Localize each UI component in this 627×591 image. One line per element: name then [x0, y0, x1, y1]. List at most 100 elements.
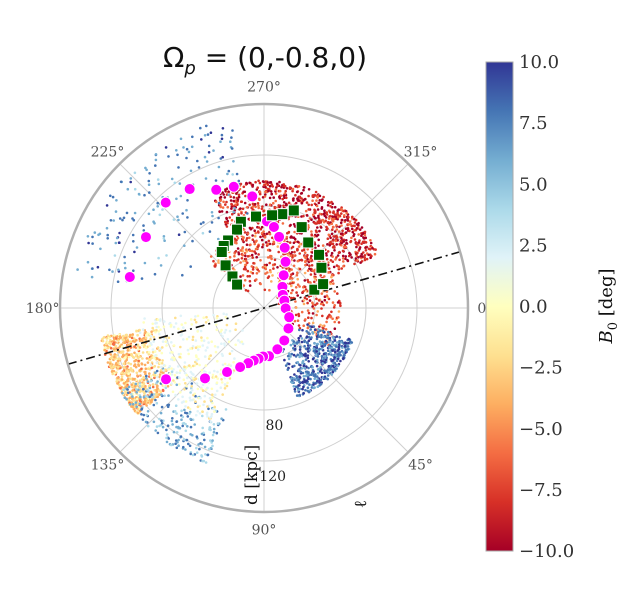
- scatter-point: [229, 199, 233, 202]
- scatter-point: [175, 371, 179, 374]
- scatter-point: [133, 345, 136, 348]
- scatter-point: [206, 336, 209, 340]
- scatter-point: [303, 344, 306, 348]
- scatter-point: [148, 395, 151, 399]
- scatter-point: [332, 336, 336, 340]
- scatter-point: [216, 422, 220, 425]
- scatter-point: [200, 432, 204, 436]
- green-square: [313, 248, 326, 261]
- scatter-point: [330, 346, 334, 350]
- scatter-point: [306, 269, 310, 272]
- scatter-point: [151, 385, 155, 389]
- colorbar-tick-label: 0.0: [519, 297, 548, 318]
- scatter-point: [326, 204, 330, 207]
- scatter-point: [103, 346, 107, 350]
- scatter-point: [245, 239, 248, 242]
- scatter-point: [171, 423, 174, 426]
- scatter-point: [256, 245, 260, 248]
- scatter-point: [229, 140, 232, 143]
- scatter-point: [269, 270, 272, 274]
- scatter-point: [233, 259, 236, 262]
- scatter-point: [331, 215, 335, 218]
- scatter-point: [152, 340, 155, 344]
- scatter-point: [207, 341, 210, 344]
- scatter-point: [179, 194, 183, 198]
- scatter-point: [302, 248, 306, 252]
- scatter-point: [160, 419, 163, 423]
- scatter-point: [86, 260, 90, 264]
- scatter-point: [335, 341, 339, 344]
- scatter-point: [329, 205, 332, 208]
- scatter-point: [326, 368, 330, 372]
- scatter-point: [96, 265, 100, 269]
- scatter-point: [360, 226, 364, 229]
- scatter-point: [317, 367, 321, 371]
- scatter-point: [177, 218, 180, 222]
- scatter-point: [246, 275, 249, 278]
- scatter-point: [152, 420, 156, 424]
- scatter-point: [256, 268, 260, 271]
- scatter-point: [122, 216, 126, 220]
- scatter-point: [307, 316, 310, 320]
- scatter-point: [183, 365, 186, 369]
- scatter-point: [313, 221, 316, 224]
- radial-tick-labels: 80 120: [259, 418, 286, 485]
- scatter-point: [308, 258, 312, 262]
- scatter-point: [311, 312, 315, 315]
- scatter-point: [315, 230, 318, 234]
- scatter-point: [278, 189, 282, 193]
- scatter-point: [137, 352, 141, 355]
- magenta-point: [198, 372, 211, 385]
- scatter-point: [124, 356, 127, 359]
- scatter-point: [308, 344, 312, 347]
- scatter-point: [243, 231, 247, 234]
- scatter-point: [294, 193, 297, 197]
- scatter-point: [118, 336, 122, 340]
- scatter-point: [305, 379, 309, 383]
- scatter-point: [124, 266, 127, 270]
- scatter-point: [141, 343, 144, 347]
- scatter-point: [306, 258, 310, 261]
- scatter-point: [199, 126, 202, 130]
- scatter-point: [251, 183, 255, 187]
- scatter-point: [184, 405, 187, 408]
- scatter-point: [213, 405, 216, 409]
- scatter-point: [251, 205, 255, 208]
- scatter-point: [308, 383, 311, 386]
- scatter-point: [217, 216, 220, 220]
- scatter-point: [125, 367, 129, 370]
- scatter-point: [162, 325, 166, 329]
- scatter-point: [91, 235, 94, 239]
- scatter-point: [306, 341, 310, 345]
- scatter-point: [223, 331, 227, 334]
- scatter-point: [134, 382, 138, 386]
- scatter-point: [364, 236, 368, 240]
- scatter-point: [297, 384, 300, 387]
- scatter-point: [361, 232, 364, 236]
- scatter-point: [152, 383, 155, 386]
- scatter-point: [244, 259, 248, 263]
- scatter-point: [334, 213, 338, 217]
- scatter-point: [239, 207, 242, 210]
- scatter-point: [125, 398, 128, 401]
- scatter-point: [336, 211, 339, 215]
- scatter-point: [305, 297, 309, 301]
- scatter-point: [143, 370, 146, 374]
- scatter-point: [189, 417, 192, 421]
- scatter-point: [140, 413, 143, 416]
- scatter-point: [146, 380, 150, 383]
- scatter-point: [313, 377, 317, 381]
- scatter-point: [173, 358, 176, 362]
- green-square: [249, 210, 262, 223]
- scatter-point: [244, 268, 247, 271]
- scatter-point: [189, 425, 193, 429]
- scatter-point: [186, 348, 190, 352]
- scatter-point: [303, 279, 307, 282]
- scatter-point: [364, 249, 368, 252]
- scatter-point: [336, 292, 339, 295]
- scatter-point: [303, 285, 307, 289]
- colorbar-tick-label: 5.0: [519, 174, 548, 195]
- scatter-point: [274, 199, 278, 203]
- scatter-point: [249, 227, 253, 231]
- scatter-point: [114, 241, 118, 245]
